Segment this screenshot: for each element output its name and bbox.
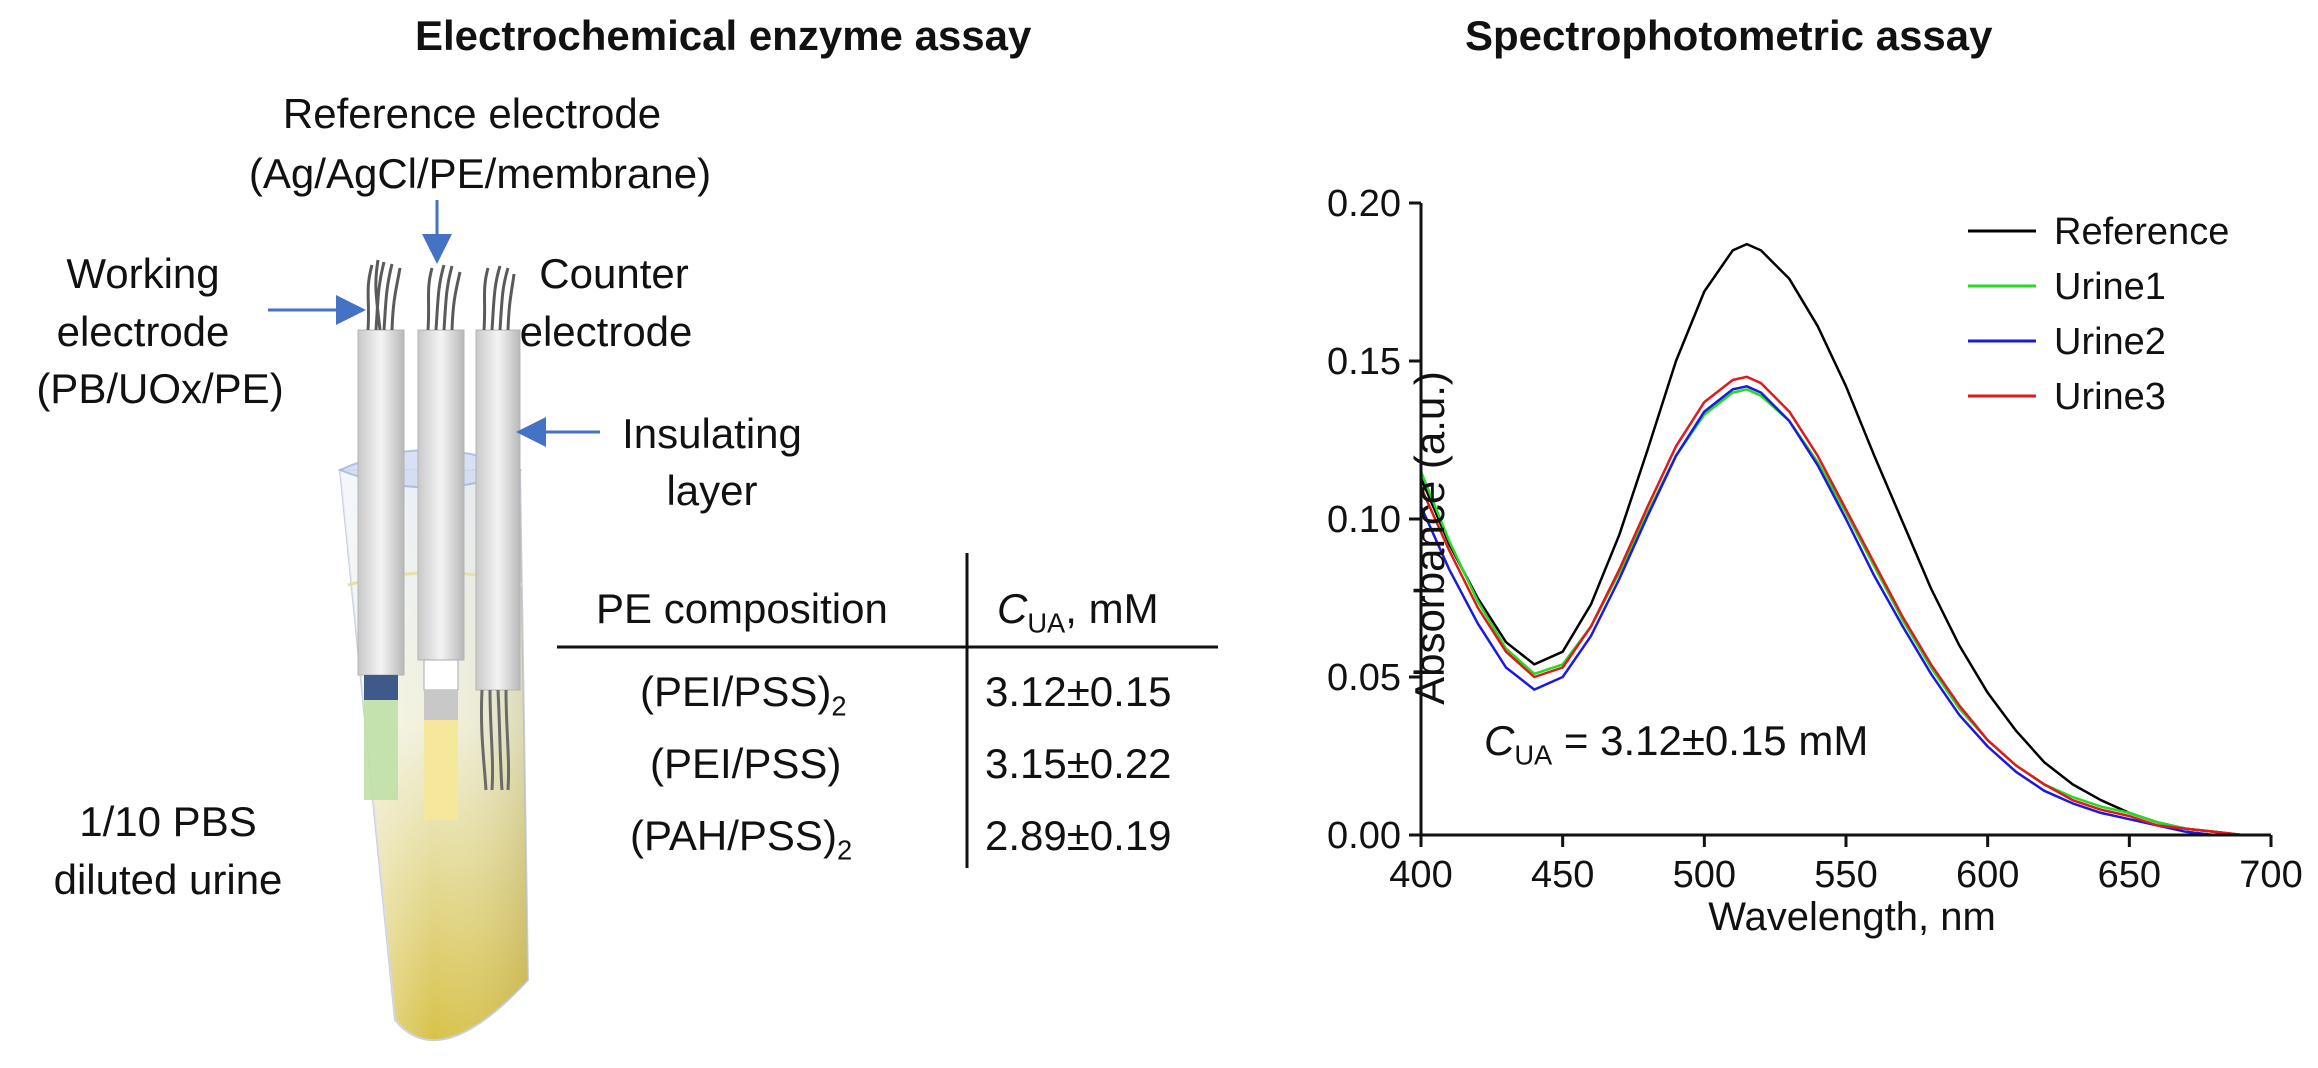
- x-tick-label: 600: [1956, 854, 2019, 896]
- table-row-composition: (PEI/PSS): [650, 740, 842, 787]
- table-row-composition: (PAH/PSS)2: [630, 812, 853, 866]
- insulating-label-line1: Insulating: [622, 410, 802, 457]
- x-tick-label: 700: [2239, 854, 2302, 896]
- x-tick-label: 450: [1531, 854, 1594, 896]
- y-tick-label: 0.10: [1327, 499, 1401, 541]
- table-row-composition: (PEI/PSS)2: [640, 668, 847, 722]
- series-line-urine1: [1419, 388, 2271, 837]
- table-row-value: 3.12±0.15: [985, 668, 1172, 715]
- y-tick-label: 0.00: [1327, 815, 1401, 857]
- table-row-value: 2.89±0.19: [985, 812, 1172, 859]
- legend-label: Urine3: [2054, 376, 2166, 418]
- reference-label-line2: (Ag/AgCl/PE/membrane): [248, 150, 712, 197]
- reference-label-line1: Reference electrode: [282, 90, 662, 137]
- working-label-line2: electrode: [56, 308, 230, 355]
- sample-label-line1: 1/10 PBS: [79, 798, 257, 845]
- working-electrode: [357, 259, 405, 800]
- legend-label: Urine2: [2054, 321, 2166, 363]
- y-tick-label: 0.20: [1327, 183, 1401, 225]
- table-header-concentration: CUA, mM: [997, 585, 1159, 639]
- series-line-urine3: [1419, 375, 2271, 837]
- counter-electrode: [475, 265, 521, 791]
- working-label-line1: Working: [66, 250, 220, 297]
- x-tick-label: 400: [1389, 854, 1452, 896]
- y-tick-label: 0.05: [1327, 657, 1401, 699]
- legend-label: Urine1: [2054, 266, 2166, 308]
- y-axis-label: Absorbance (a.u.): [1405, 371, 1453, 705]
- counter-label-line2: electrode: [519, 308, 693, 355]
- left-panel-title: Electrochemical enzyme assay: [415, 12, 1032, 59]
- x-tick-label: 650: [2098, 854, 2161, 896]
- x-axis-label: Wavelength, nm: [1708, 895, 1996, 939]
- counter-label-line1: Counter: [539, 250, 689, 297]
- electrode-illustration: [268, 200, 1218, 1042]
- x-tick-label: 500: [1673, 854, 1736, 896]
- table-header-composition: PE composition: [596, 585, 888, 632]
- x-tick-label: 550: [1814, 854, 1877, 896]
- insulating-label-line2: layer: [666, 467, 758, 514]
- chart-title: Spectrophotometric assay: [1465, 12, 1993, 59]
- y-tick-label: 0.15: [1327, 341, 1401, 383]
- legend-label: Reference: [2054, 211, 2229, 253]
- sample-label-line2: diluted urine: [53, 856, 283, 903]
- absorbance-chart: 400 450 500 550 600 650 700 0.00 0.05 0.10 0.15 0.2…: [1327, 183, 2303, 896]
- series-line-urine2: [1419, 385, 2271, 837]
- working-label-line3: (PB/UOx/PE): [36, 365, 284, 412]
- chart-annotation: CUA = 3.12±0.15 mM: [1484, 717, 1869, 771]
- reference-electrode: [417, 264, 465, 820]
- table-row-value: 3.15±0.22: [985, 740, 1172, 787]
